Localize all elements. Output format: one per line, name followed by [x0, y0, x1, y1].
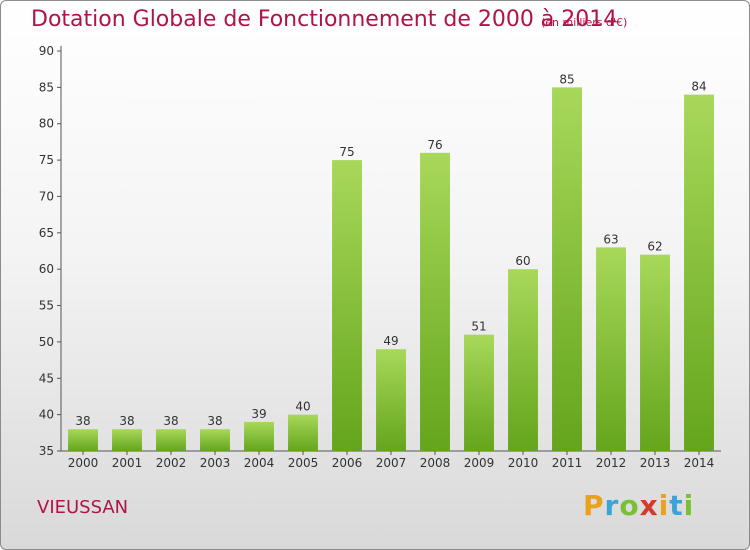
x-tick-label: 2003: [200, 456, 231, 470]
x-tick-label: 2005: [288, 456, 319, 470]
bar: [684, 94, 714, 452]
logo-letter: i: [658, 489, 670, 522]
chart-subtitle: (en milliers d'€): [541, 16, 628, 29]
x-tick-label: 2000: [68, 456, 99, 470]
logo-letter: t: [669, 489, 684, 522]
data-label: 75: [339, 145, 354, 159]
x-tick-label: 2012: [596, 456, 627, 470]
x-tick-label: 2006: [332, 456, 363, 470]
data-label: 76: [427, 138, 442, 152]
x-tick-label: 2010: [508, 456, 539, 470]
bar: [376, 349, 406, 451]
bar: [552, 87, 582, 451]
bar: [332, 160, 362, 451]
data-label: 40: [295, 400, 310, 414]
x-tick-label: 2007: [376, 456, 407, 470]
y-tick-label: 65: [39, 226, 54, 240]
data-label: 38: [163, 414, 178, 428]
data-label: 38: [119, 414, 134, 428]
logo-letter: i: [683, 489, 695, 522]
data-label: 51: [471, 320, 486, 334]
data-label: 85: [559, 72, 574, 86]
bar: [640, 254, 670, 451]
y-tick-label: 35: [39, 444, 54, 458]
x-tick-label: 2002: [156, 456, 187, 470]
y-tick-label: 80: [39, 117, 54, 131]
x-tick-label: 2011: [552, 456, 583, 470]
y-tick-label: 55: [39, 299, 54, 313]
chart-title: Dotation Globale de Fonctionnement de 20…: [31, 7, 618, 32]
bar: [156, 429, 186, 451]
proxiti-logo[interactable]: Proxiti: [583, 489, 694, 522]
bar: [464, 334, 494, 451]
y-tick-label: 70: [39, 189, 54, 203]
y-tick-label: 40: [39, 408, 54, 422]
x-tick-label: 2008: [420, 456, 451, 470]
y-tick-label: 85: [39, 80, 54, 94]
logo-letter: P: [583, 489, 605, 522]
logo-letter: r: [604, 489, 620, 522]
bar: [112, 429, 142, 451]
y-tick-label: 60: [39, 262, 54, 276]
bar: [288, 414, 318, 451]
x-tick-label: 2001: [112, 456, 143, 470]
bar: [596, 247, 626, 451]
logo-letter: o: [619, 489, 640, 522]
y-tick-label: 45: [39, 371, 54, 385]
x-tick-label: 2004: [244, 456, 275, 470]
data-label: 38: [75, 414, 90, 428]
x-tick-label: 2009: [464, 456, 495, 470]
data-label: 60: [515, 254, 530, 268]
y-tick-label: 50: [39, 335, 54, 349]
bar: [420, 152, 450, 451]
data-label: 49: [383, 334, 398, 348]
y-tick-label: 90: [39, 44, 54, 58]
bar: [200, 429, 230, 451]
data-label: 63: [603, 232, 618, 246]
data-label: 62: [647, 240, 662, 254]
data-label: 39: [251, 407, 266, 421]
place-name: VIEUSSAN: [37, 497, 129, 518]
bar: [244, 421, 274, 451]
data-label: 38: [207, 414, 222, 428]
data-label: 84: [691, 80, 706, 94]
y-tick-label: 75: [39, 153, 54, 167]
logo-letter: x: [639, 489, 659, 522]
bar: [68, 429, 98, 451]
x-tick-label: 2014: [684, 456, 715, 470]
bar: [508, 269, 538, 451]
x-tick-label: 2013: [640, 456, 671, 470]
